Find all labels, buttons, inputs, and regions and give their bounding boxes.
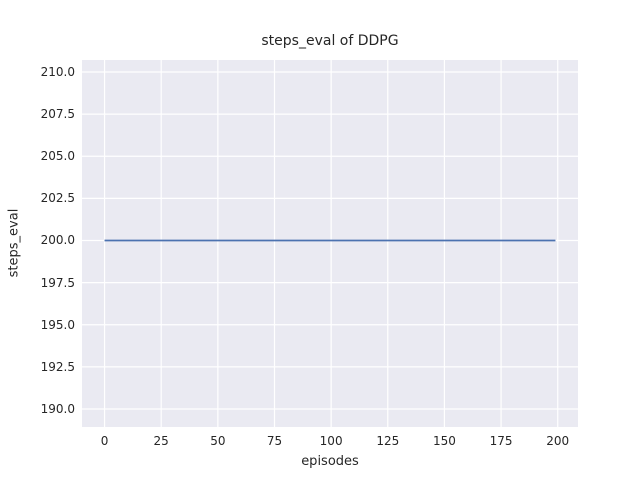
x-tick-label: 50: [210, 434, 226, 448]
y-tick-label: 200.0: [40, 233, 75, 248]
plot-area: [82, 60, 578, 427]
plot-canvas: [82, 60, 578, 427]
x-tick-label: 200: [546, 434, 570, 448]
y-tick-label: 190.0: [40, 401, 75, 416]
x-axis-label: episodes: [301, 454, 359, 469]
x-tick-label: 25: [153, 434, 169, 448]
x-tick-label: 75: [266, 434, 283, 448]
y-axis-label: steps_eval: [6, 208, 22, 278]
x-tick-label: 175: [489, 434, 513, 448]
x-tick-label: 100: [319, 434, 343, 448]
axes-background: [82, 60, 578, 427]
chart-title: steps_eval of DDPG: [261, 33, 399, 49]
y-tick-label: 205.0: [40, 149, 75, 164]
x-tick-label: 125: [376, 434, 400, 448]
y-tick-label: 197.5: [40, 275, 75, 290]
y-tick-label: 195.0: [40, 317, 75, 332]
y-tick-label: 192.5: [40, 359, 75, 374]
y-tick-label: 202.5: [40, 191, 75, 206]
x-tick-label: 150: [432, 434, 456, 448]
y-tick-label: 207.5: [40, 107, 75, 122]
x-tick-label: 0: [100, 434, 109, 448]
y-tick-label: 210.0: [40, 64, 75, 79]
